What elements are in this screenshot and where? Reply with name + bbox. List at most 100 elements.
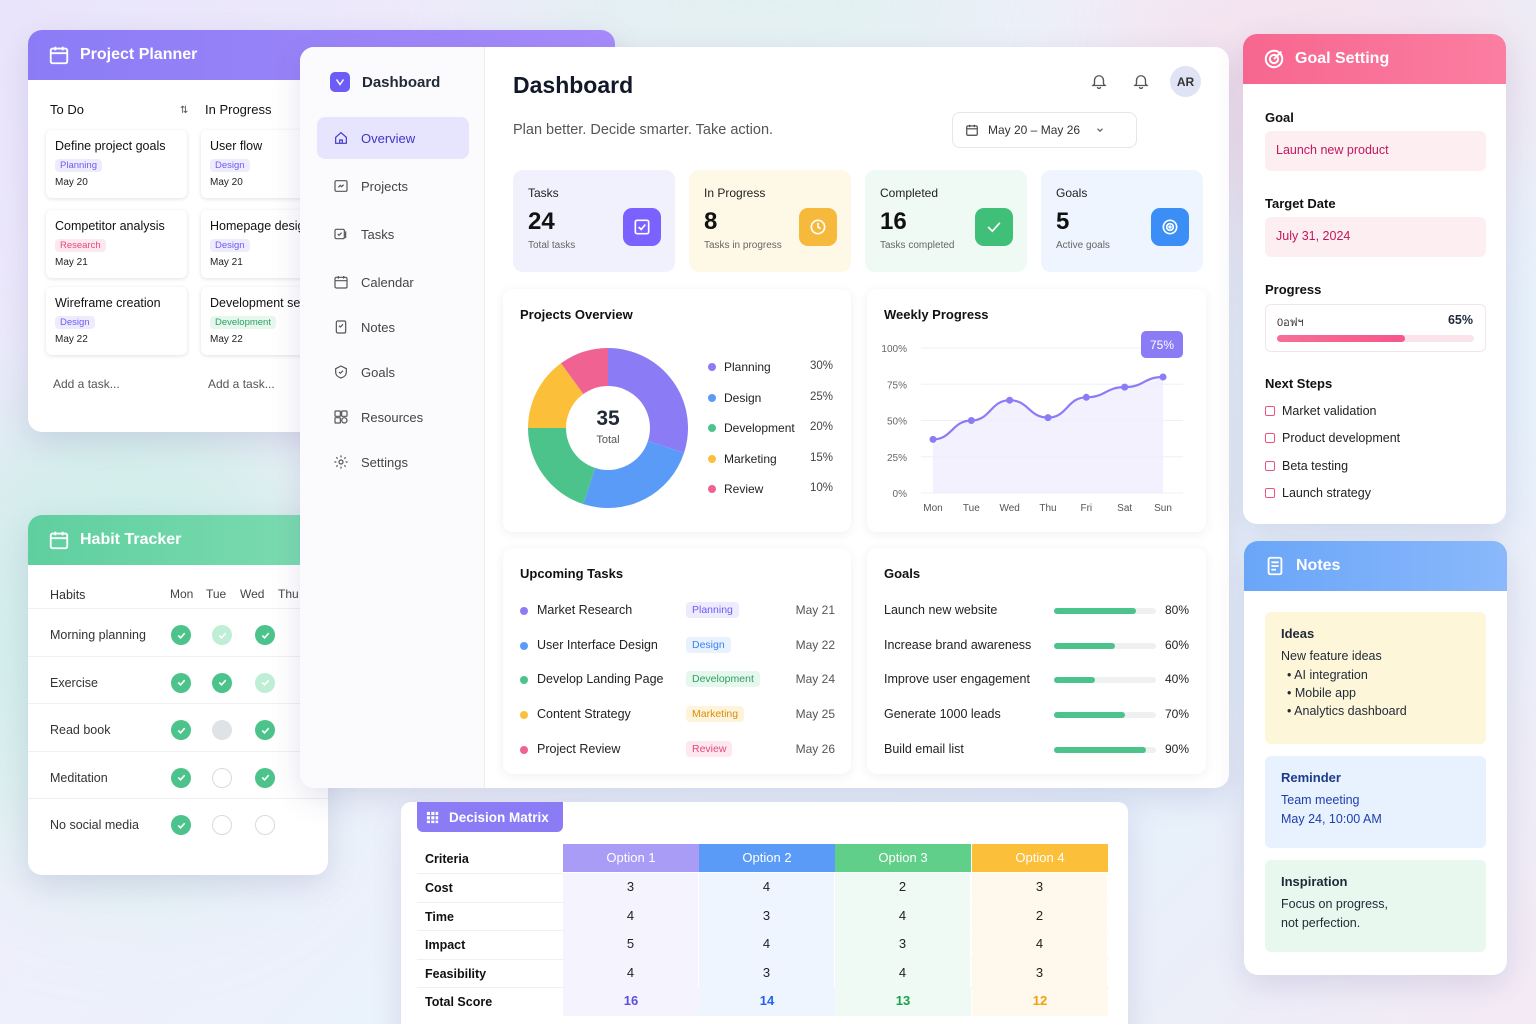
add-task-button[interactable]: Add a task...	[208, 377, 275, 391]
habit-separator	[28, 655, 328, 657]
habit-check[interactable]	[212, 672, 232, 693]
stat-card-tasks[interactable]: Tasks 24 Total tasks	[513, 170, 675, 272]
target-date-input[interactable]: July 31, 2024	[1265, 217, 1486, 257]
sidebar-item-settings[interactable]: Settings	[317, 441, 469, 483]
next-step-item[interactable]: Product development	[1265, 431, 1400, 445]
matrix-cell[interactable]: 3	[972, 873, 1108, 902]
task-card[interactable]: Competitor analysis Research May 21	[46, 210, 187, 278]
checkbox[interactable]	[1265, 406, 1275, 416]
next-step-item[interactable]: Launch strategy	[1265, 486, 1371, 500]
habit-check[interactable]	[255, 672, 275, 693]
task-name: Content Strategy	[537, 707, 631, 722]
add-task-button[interactable]: Add a task...	[53, 377, 120, 391]
stat-card-completed[interactable]: Completed 16 Tasks completed	[865, 170, 1027, 272]
task-card[interactable]: Define project goals Planning May 20	[46, 130, 187, 198]
date-range-picker[interactable]: May 20 – May 26	[952, 112, 1137, 148]
line-point[interactable]	[967, 417, 975, 424]
habit-check[interactable]	[255, 815, 275, 835]
matrix-cell[interactable]: 4	[835, 958, 971, 987]
matrix-cell[interactable]: 4	[699, 873, 835, 902]
notes-title: Notes	[1296, 557, 1341, 574]
avatar[interactable]: AR	[1170, 66, 1201, 97]
note-inspiration[interactable]: Inspiration Focus on progress, not perfe…	[1265, 860, 1486, 952]
task-date: May 25	[795, 707, 835, 722]
sidebar: Dashboard Overview Projects Tasks Calendar N…	[300, 47, 485, 788]
task-dot	[520, 745, 528, 754]
habit-check[interactable]	[171, 625, 191, 645]
line-point[interactable]	[1159, 373, 1167, 381]
habit-check[interactable]	[171, 815, 191, 835]
app-logo[interactable]: Dashboard	[330, 72, 440, 92]
line-point[interactable]	[1006, 396, 1014, 404]
sidebar-item-notes[interactable]: Notes	[317, 306, 469, 348]
checkbox[interactable]	[1265, 460, 1275, 471]
habit-check[interactable]	[255, 767, 275, 788]
matrix-cell[interactable]: 4	[563, 901, 699, 930]
tasks-icon	[334, 228, 347, 240]
bell-icon[interactable]	[1090, 72, 1108, 90]
sidebar-item-goals[interactable]: Goals	[317, 351, 469, 393]
habit-check[interactable]	[171, 672, 191, 693]
habit-check[interactable]	[171, 720, 191, 740]
note-reminder[interactable]: Reminder Team meeting May 24, 10:00 AM	[1265, 756, 1486, 848]
habit-check[interactable]	[212, 625, 232, 645]
goal-row[interactable]: Build email list 90%	[884, 742, 1189, 756]
stat-card-goals[interactable]: Goals 5 Active goals	[1041, 170, 1203, 272]
line-point[interactable]	[1082, 393, 1090, 401]
task-card[interactable]: Wireframe creation Design May 22	[46, 287, 187, 355]
sidebar-item-label: Notes	[361, 319, 395, 335]
matrix-cell[interactable]: 3	[699, 901, 835, 930]
option-header[interactable]: Option 4	[972, 844, 1108, 872]
checkbox[interactable]	[1265, 487, 1275, 498]
task-dot	[520, 711, 528, 720]
matrix-cell[interactable]: 2	[972, 901, 1108, 930]
goal-row[interactable]: Increase brand awareness 60%	[884, 638, 1189, 652]
matrix-cell[interactable]: 3	[835, 930, 971, 959]
habit-day-label: Thu	[278, 587, 299, 601]
option-header[interactable]: Option 1	[563, 844, 699, 872]
matrix-cell[interactable]: 3	[972, 958, 1108, 987]
stat-card-in-progress[interactable]: In Progress 8 Tasks in progress	[689, 170, 851, 272]
sidebar-item-tasks[interactable]: Tasks	[317, 213, 469, 255]
sidebar-item-projects[interactable]: Projects	[317, 165, 469, 207]
line-point[interactable]	[1044, 414, 1052, 422]
line-point[interactable]	[929, 435, 937, 443]
matrix-cell[interactable]: 4	[835, 901, 971, 930]
matrix-cell[interactable]: 4	[972, 930, 1108, 959]
habit-check[interactable]	[212, 815, 232, 835]
habit-name: Meditation	[50, 770, 108, 785]
criteria-name: Feasibility	[425, 966, 487, 981]
sidebar-item-overview[interactable]: Overview	[317, 117, 469, 159]
goal-input[interactable]: Launch new product	[1265, 131, 1486, 171]
matrix-cell[interactable]: 4	[699, 930, 835, 959]
sidebar-item-resources[interactable]: Resources	[317, 396, 469, 438]
option-header[interactable]: Option 2	[699, 844, 835, 872]
habit-check[interactable]	[171, 767, 191, 788]
habit-check[interactable]	[255, 720, 275, 740]
y-tick-label: 100%	[881, 344, 907, 355]
folder-icon	[334, 180, 348, 192]
option-header[interactable]: Option 3	[835, 844, 971, 872]
goal-row[interactable]: Generate 1000 leads 70%	[884, 707, 1189, 721]
sort-icon[interactable]: ⇅	[180, 105, 189, 116]
matrix-cell[interactable]: 2	[835, 873, 971, 902]
notification-icon[interactable]	[1132, 72, 1150, 90]
next-step-item[interactable]: Market validation	[1265, 404, 1377, 418]
matrix-cell[interactable]: 3	[563, 873, 699, 902]
goal-row[interactable]: Launch new website 80%	[884, 603, 1189, 617]
total-score-cell: 14	[699, 987, 835, 1016]
next-step-item[interactable]: Beta testing	[1265, 459, 1348, 473]
habit-check[interactable]	[212, 767, 232, 788]
goal-row[interactable]: Improve user engagement 40%	[884, 672, 1189, 686]
line-point[interactable]	[1121, 383, 1129, 391]
note-inspiration-line1: Focus on progress,	[1281, 897, 1388, 911]
task-date: May 21	[795, 603, 835, 617]
habit-check[interactable]	[212, 720, 232, 740]
note-ideas[interactable]: Ideas New feature ideas • AI integration…	[1265, 612, 1486, 744]
matrix-cell[interactable]: 5	[563, 930, 699, 959]
checkbox[interactable]	[1265, 433, 1275, 444]
matrix-cell[interactable]: 4	[563, 958, 699, 987]
matrix-cell[interactable]: 3	[699, 958, 835, 987]
sidebar-item-calendar[interactable]: Calendar	[317, 261, 469, 303]
habit-check[interactable]	[255, 625, 275, 645]
